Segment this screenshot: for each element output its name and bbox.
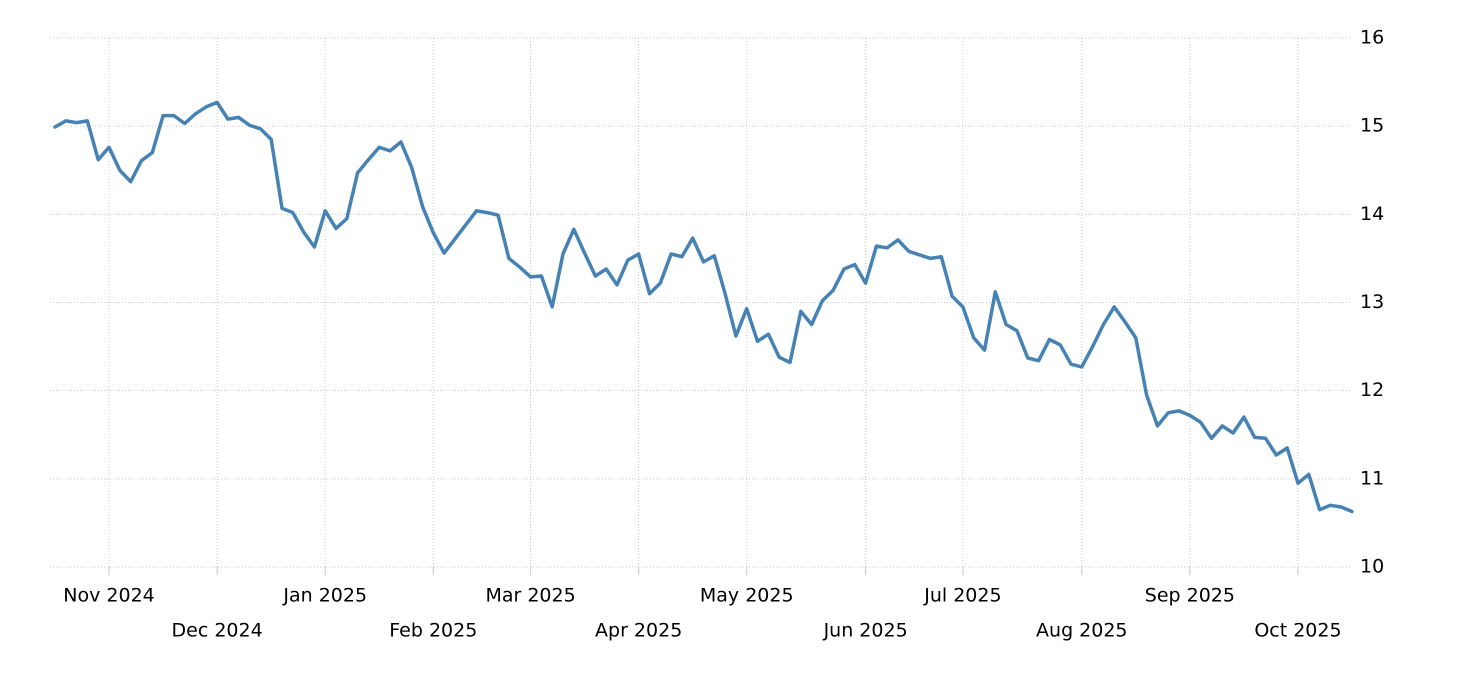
y-tick-label: 10: [1360, 556, 1384, 578]
x-tick-label: Dec 2024: [172, 620, 263, 642]
x-tick-label: Feb 2025: [389, 620, 477, 642]
line-series: [53, 100, 1354, 514]
x-tick-label: Aug 2025: [1036, 620, 1128, 642]
x-tick-label: Jul 2025: [923, 585, 1001, 607]
y-tick-label: 11: [1360, 467, 1384, 489]
x-tick-label: Nov 2024: [63, 585, 154, 607]
x-tick-label: Jan 2025: [282, 585, 367, 607]
x-tick-label: Apr 2025: [595, 620, 682, 642]
x-tick-label: May 2025: [700, 585, 794, 607]
y-tick-label: 15: [1360, 115, 1384, 137]
x-tick-label: Mar 2025: [485, 585, 575, 607]
y-tick-label: 16: [1360, 27, 1384, 49]
x-tick-label: Oct 2025: [1254, 620, 1341, 642]
x-tick-label: Jun 2025: [823, 620, 908, 642]
x-tick-label: Sep 2025: [1145, 585, 1235, 607]
y-tick-label: 14: [1360, 203, 1384, 225]
y-tick-label: 13: [1360, 291, 1384, 313]
y-tick-label: 12: [1360, 379, 1384, 401]
